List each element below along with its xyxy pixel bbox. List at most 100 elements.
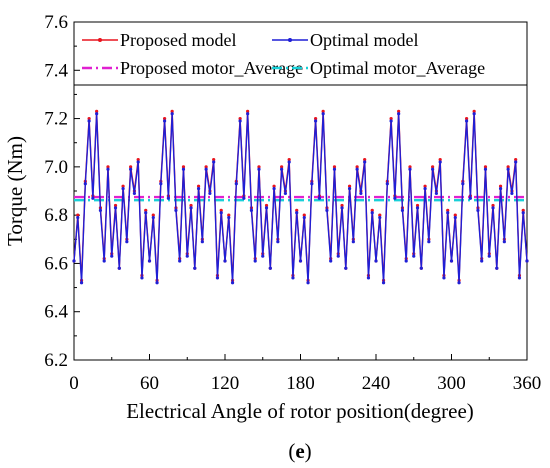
data-point-optimal-model — [136, 160, 140, 164]
data-point-optimal-model — [351, 240, 355, 244]
data-point-optimal-model — [347, 186, 352, 191]
data-point-optimal-model — [242, 196, 246, 200]
legend-marker-proposed-model — [98, 38, 102, 42]
data-point-proposed-model — [227, 213, 231, 217]
data-point-optimal-model — [253, 259, 257, 263]
data-point-optimal-model — [246, 112, 250, 116]
data-point-optimal-model — [461, 182, 465, 186]
data-point-optimal-model — [159, 182, 163, 186]
data-point-optimal-model — [404, 259, 408, 263]
series-line-optimal-model — [73, 113, 528, 283]
data-point-optimal-model — [506, 167, 510, 171]
data-point-optimal-model — [208, 191, 212, 196]
data-point-optimal-model — [457, 281, 461, 285]
data-point-proposed-model — [363, 158, 367, 162]
data-point-proposed-model — [287, 158, 291, 162]
data-point-proposed-model — [514, 158, 518, 162]
data-point-proposed-model — [491, 203, 495, 208]
legend-label-proposed-model: Proposed model — [120, 30, 237, 50]
figure-label: (e) — [288, 439, 311, 463]
data-point-proposed-model — [136, 158, 140, 162]
data-point-optimal-model — [91, 196, 95, 200]
data-point-optimal-model — [317, 196, 321, 200]
x-axis-label: Electrical Angle of rotor position(degre… — [126, 399, 474, 423]
data-point-optimal-model — [378, 215, 382, 220]
data-point-optimal-model — [298, 259, 303, 263]
data-point-optimal-model — [525, 259, 529, 263]
data-point-proposed-model — [431, 165, 435, 169]
data-point-optimal-model — [321, 112, 325, 116]
data-point-optimal-model — [276, 240, 280, 244]
data-point-proposed-model — [95, 109, 99, 113]
data-point-proposed-model — [521, 208, 525, 212]
data-point-proposed-model — [204, 165, 208, 169]
data-point-optimal-model — [517, 276, 522, 280]
data-point-optimal-model — [234, 182, 238, 186]
axis-ticks: 0 60 120 180 240 300 360 6.2 6.4 6.6 6.8 7.0 7.2 7.4 7… — [44, 12, 541, 394]
data-point-optimal-model — [374, 259, 378, 263]
y-tick-label: 6.2 — [44, 350, 68, 371]
data-point-optimal-model — [442, 276, 446, 280]
data-point-optimal-model — [310, 182, 314, 186]
data-point-optimal-model — [397, 112, 401, 116]
data-point-optimal-model — [336, 254, 340, 258]
data-point-optimal-model — [129, 167, 133, 171]
y-axis-label: Torque (Nm) — [3, 136, 27, 246]
data-point-optimal-model — [389, 119, 393, 123]
data-point-optimal-model — [363, 160, 367, 164]
data-point-proposed-model — [347, 184, 352, 188]
data-point-optimal-model — [110, 254, 114, 258]
data-point-optimal-model — [340, 206, 344, 210]
data-point-optimal-model — [510, 191, 514, 196]
data-point-proposed-model — [506, 165, 510, 169]
data-point-proposed-model — [415, 203, 420, 208]
data-point-optimal-model — [491, 206, 495, 210]
data-point-optimal-model — [95, 112, 99, 116]
data-point-proposed-model — [246, 109, 250, 113]
data-point-proposed-model — [438, 158, 442, 162]
data-point-proposed-model — [340, 203, 344, 208]
data-point-optimal-model — [295, 211, 299, 215]
data-point-optimal-model — [155, 281, 159, 285]
x-tick-label: 0 — [69, 373, 79, 394]
data-point-optimal-model — [261, 254, 265, 258]
data-point-proposed-model — [483, 165, 488, 169]
data-point-proposed-model — [129, 165, 133, 169]
data-point-proposed-model — [106, 165, 110, 169]
data-point-optimal-model — [151, 215, 155, 220]
data-point-optimal-model — [280, 167, 284, 171]
data-point-proposed-model — [389, 116, 393, 121]
data-point-optimal-model — [163, 119, 167, 123]
data-point-optimal-model — [268, 266, 272, 270]
data-point-optimal-model — [83, 182, 87, 186]
data-point-optimal-model — [480, 259, 484, 263]
data-point-optimal-model — [344, 266, 348, 270]
data-point-optimal-model — [238, 119, 242, 123]
data-point-proposed-model — [113, 203, 118, 208]
data-point-proposed-model — [121, 184, 125, 188]
data-point-proposed-model — [370, 208, 374, 212]
data-point-optimal-model — [212, 160, 216, 164]
data-point-proposed-model — [272, 184, 276, 188]
data-point-proposed-model — [238, 116, 242, 121]
data-point-optimal-model — [144, 211, 148, 215]
data-point-optimal-model — [189, 206, 193, 210]
data-point-proposed-model — [423, 184, 427, 188]
data-point-optimal-model — [453, 215, 457, 220]
y-tick-label: 6.8 — [44, 205, 68, 226]
data-point-optimal-model — [434, 191, 438, 196]
data-point-optimal-model — [487, 254, 491, 258]
data-point-optimal-model — [521, 211, 525, 215]
x-tick-label: 180 — [286, 373, 315, 394]
x-tick-label: 120 — [211, 373, 240, 394]
legend-label-optimal-model: Optimal model — [310, 30, 418, 50]
data-point-proposed-model — [321, 109, 325, 113]
data-point-proposed-model — [212, 158, 216, 162]
data-point-proposed-model — [264, 203, 269, 208]
data-point-proposed-model — [163, 116, 167, 121]
data-point-optimal-model — [306, 281, 310, 285]
data-point-proposed-model — [472, 109, 476, 113]
data-point-optimal-model — [272, 186, 276, 191]
data-point-proposed-model — [314, 116, 318, 121]
